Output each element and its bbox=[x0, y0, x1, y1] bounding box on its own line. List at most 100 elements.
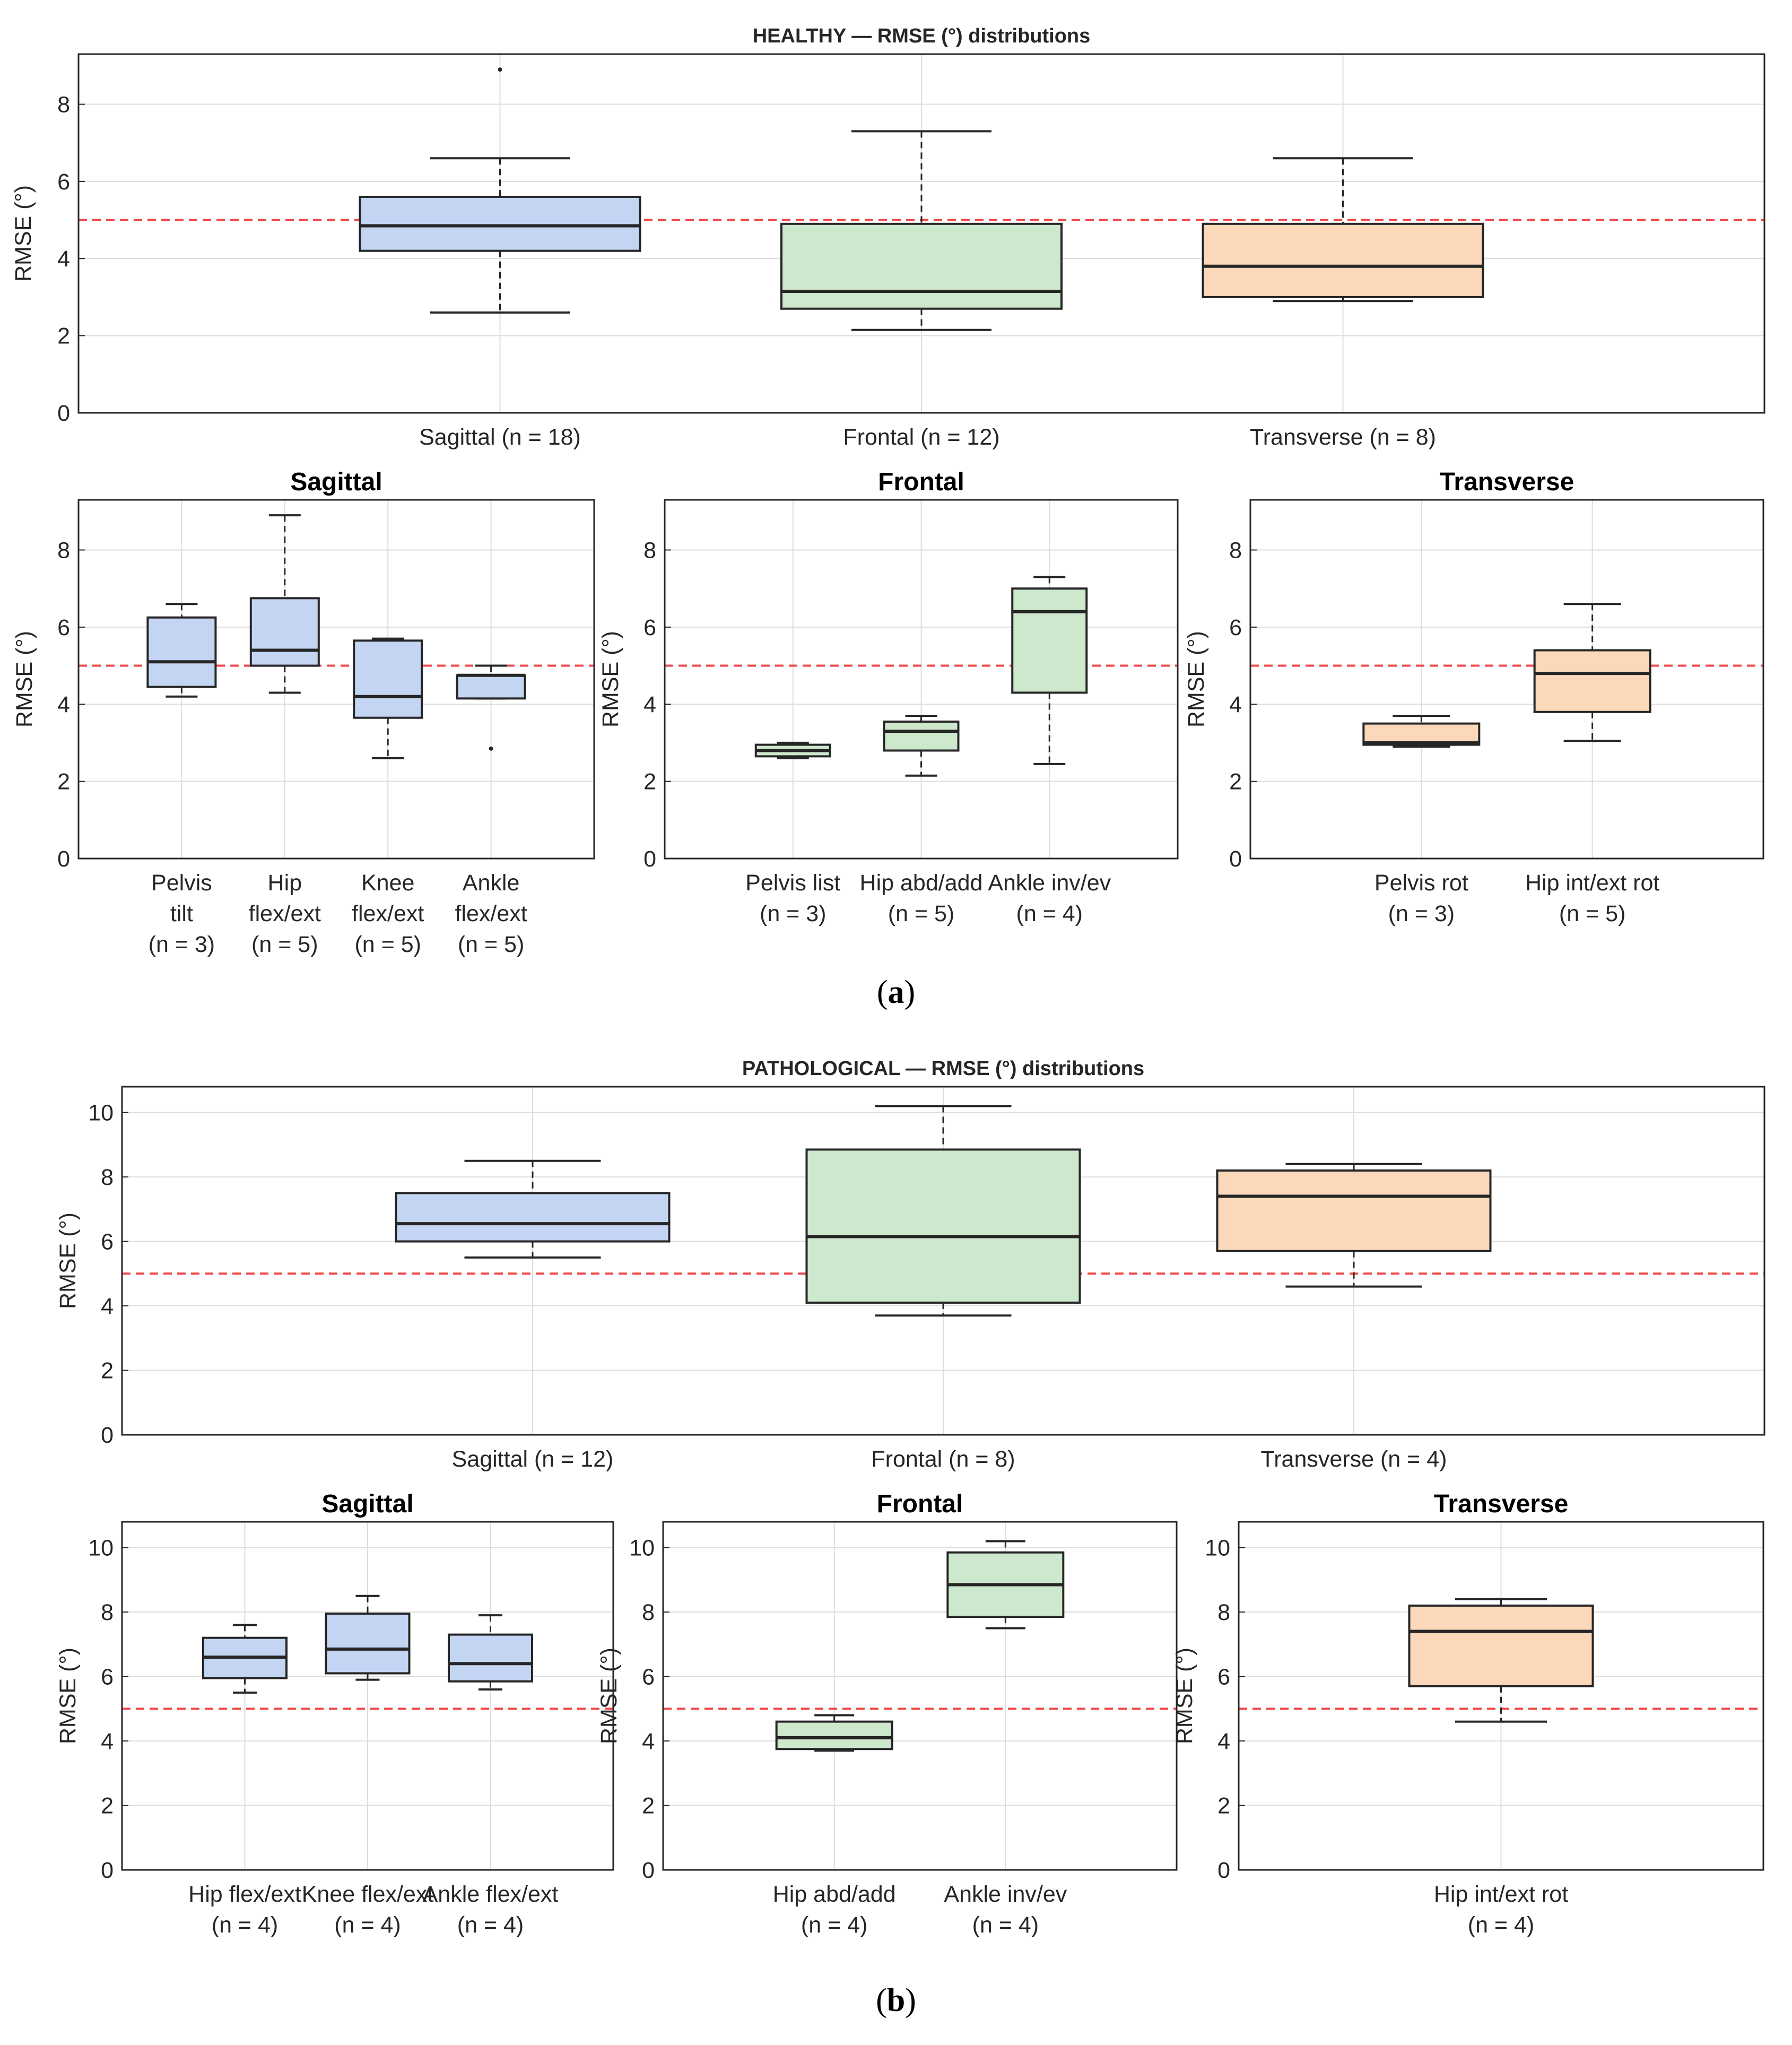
box-transverse bbox=[1202, 157, 1484, 302]
y-tick-label: 6 bbox=[57, 615, 70, 640]
category-label: Sagittal (n = 18) bbox=[419, 424, 581, 450]
y-tick-label: 2 bbox=[1229, 769, 1242, 795]
box-frontal bbox=[805, 1105, 1081, 1317]
iqr-box bbox=[249, 597, 320, 667]
healthy-transverse-panel: 0 2 4 6 8 Pelvis rot (n = 3) Hip int/ext rot (n … bbox=[1184, 468, 1764, 926]
box-frontal bbox=[775, 1714, 893, 1752]
chart-title: Frontal bbox=[877, 1490, 963, 1518]
patho-transverse-panel: 0 2 4 6 8 10 Hip int/ext rot (n = 4) Transverse R… bbox=[1172, 1490, 1764, 1938]
y-axis-label: RMSE (°) bbox=[1172, 1648, 1197, 1744]
box-frontal bbox=[1011, 576, 1088, 765]
y-tick-label: 2 bbox=[57, 324, 70, 349]
chart-title: Frontal bbox=[878, 468, 964, 496]
box-sagittal bbox=[325, 1595, 411, 1681]
chart-title: Transverse bbox=[1440, 468, 1574, 496]
category-label: Sagittal (n = 12) bbox=[452, 1446, 614, 1472]
category-label: Frontal (n = 8) bbox=[871, 1446, 1015, 1472]
y-tick-label: 8 bbox=[57, 538, 70, 563]
plot-area bbox=[663, 1522, 1177, 1870]
y-tick-label: 4 bbox=[57, 246, 70, 272]
y-tick-label: 10 bbox=[88, 1101, 114, 1126]
iqr-box bbox=[353, 639, 423, 719]
category-label: Ankle inv/ev (n = 4) bbox=[988, 870, 1111, 926]
y-axis-label: RMSE (°) bbox=[55, 1212, 81, 1309]
category-label: Frontal (n = 12) bbox=[843, 424, 999, 450]
category-label: Knee flex/ext (n = 5) bbox=[352, 870, 424, 957]
healthy-overview-panel: 0 2 4 6 8 Sagittal (n = 18) Frontal (n = 12) Tr… bbox=[11, 25, 1765, 450]
y-tick-label: 2 bbox=[642, 1793, 655, 1819]
axes-frame bbox=[662, 1521, 1178, 1871]
axes-frame bbox=[664, 499, 1179, 860]
y-tick-label: 10 bbox=[88, 1536, 114, 1561]
category-label: Transverse (n = 8) bbox=[1250, 424, 1436, 450]
category-label: Pelvis tilt (n = 3) bbox=[149, 870, 215, 957]
box-sagittal bbox=[146, 603, 217, 698]
y-tick-label: 10 bbox=[629, 1536, 655, 1561]
category-label: Hip flex/ext (n = 5) bbox=[249, 870, 321, 957]
category-label: Hip flex/ext (n = 4) bbox=[188, 1882, 301, 1938]
y-axis-label: RMSE (°) bbox=[11, 185, 36, 282]
y-tick-label: 4 bbox=[642, 1729, 655, 1754]
iqr-box bbox=[780, 222, 1063, 310]
chart-title: Sagittal bbox=[321, 1490, 413, 1518]
iqr-box bbox=[359, 195, 641, 252]
outlier-point bbox=[498, 67, 502, 72]
caption-a: (a) bbox=[877, 974, 915, 1010]
axes-frame bbox=[1249, 499, 1764, 860]
category-label: Hip int/ext rot (n = 5) bbox=[1525, 870, 1659, 926]
chart-panels: 0 2 4 6 8 Sagittal (n = 18) Frontal (n = 12) Tr… bbox=[11, 25, 1765, 1938]
y-tick-label: 2 bbox=[643, 769, 656, 795]
iqr-box bbox=[775, 1720, 893, 1751]
category-label: Hip abd/add (n = 5) bbox=[860, 870, 983, 926]
iqr-box bbox=[1533, 649, 1651, 713]
chart-title: Transverse bbox=[1434, 1490, 1569, 1518]
y-tick-label: 6 bbox=[1229, 615, 1242, 640]
iqr-box bbox=[1011, 587, 1088, 694]
iqr-box bbox=[146, 616, 217, 688]
healthy-sagittal-panel: 0 2 4 6 8 Pelvis tilt (n = 3) Hip flex/ext (n = 5)… bbox=[12, 468, 595, 957]
y-tick-label: 6 bbox=[1217, 1665, 1230, 1690]
y-tick-label: 0 bbox=[101, 1423, 114, 1448]
y-tick-label: 4 bbox=[101, 1294, 114, 1319]
box-frontal bbox=[883, 715, 960, 777]
y-tick-label: 0 bbox=[1217, 1858, 1230, 1883]
y-axis-label: RMSE (°) bbox=[55, 1648, 81, 1744]
y-tick-label: 2 bbox=[101, 1358, 114, 1384]
patho-frontal-panel: 0 2 4 6 8 10 Hip abd/add (n = 4) Ankle inv/ev (n … bbox=[596, 1490, 1178, 1938]
iqr-box bbox=[1362, 722, 1481, 746]
box-transverse bbox=[1408, 1598, 1594, 1723]
y-axis-label: RMSE (°) bbox=[12, 631, 37, 727]
iqr-box bbox=[448, 1633, 533, 1683]
y-tick-label: 6 bbox=[643, 615, 656, 640]
box-transverse bbox=[1533, 603, 1651, 742]
iqr-box bbox=[1216, 1169, 1492, 1252]
y-tick-label: 0 bbox=[57, 846, 70, 872]
y-tick-label: 0 bbox=[642, 1858, 655, 1883]
y-tick-label: 6 bbox=[642, 1665, 655, 1690]
patho-sagittal-panel: 0 2 4 6 8 10 Hip flex/ext (n = 4)Knee flex/ext(… bbox=[55, 1490, 614, 1938]
chart-title: HEALTHY — RMSE (°) distributions bbox=[753, 25, 1091, 47]
iqr-box bbox=[883, 720, 960, 752]
y-axis-label: RMSE (°) bbox=[598, 631, 623, 727]
iqr-box bbox=[1202, 222, 1484, 298]
y-tick-label: 0 bbox=[1229, 846, 1242, 872]
y-tick-label: 8 bbox=[101, 1165, 114, 1190]
iqr-box bbox=[805, 1148, 1081, 1304]
box-frontal bbox=[780, 130, 1063, 331]
category-label: Transverse (n = 4) bbox=[1261, 1446, 1447, 1472]
y-tick-label: 8 bbox=[1229, 538, 1242, 563]
chart-title: Sagittal bbox=[290, 468, 382, 496]
y-tick-label: 4 bbox=[1217, 1729, 1230, 1754]
y-axis-label: RMSE (°) bbox=[1184, 631, 1209, 727]
iqr-box bbox=[1408, 1604, 1594, 1687]
y-tick-label: 6 bbox=[101, 1229, 114, 1255]
axes-frame bbox=[121, 1086, 1765, 1436]
healthy-frontal-panel: 0 2 4 6 8 Pelvis list (n = 3) Hip abd/add (n = 5… bbox=[598, 468, 1179, 926]
patho-overview-panel: 0 2 4 6 8 10 Sagittal (n = 12) Frontal (n = 8) T… bbox=[55, 1058, 1765, 1472]
y-tick-label: 8 bbox=[643, 538, 656, 563]
iqr-box bbox=[325, 1613, 411, 1675]
axes-frame bbox=[1238, 1521, 1764, 1871]
y-tick-label: 4 bbox=[57, 692, 70, 717]
box-sagittal bbox=[456, 664, 526, 751]
